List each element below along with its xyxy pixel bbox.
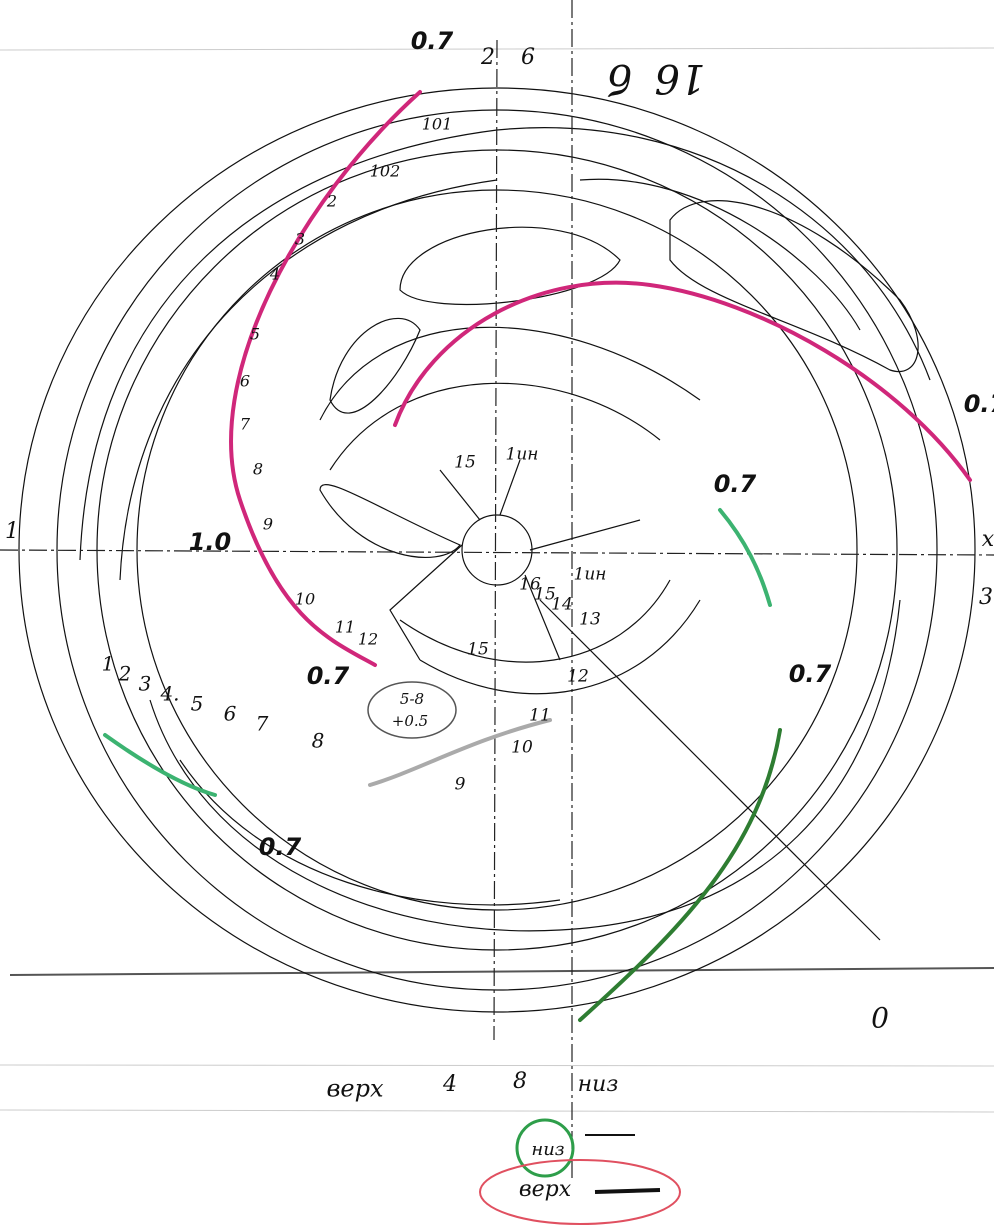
section-number: 1ин (574, 565, 607, 585)
section-number: 11 (529, 706, 551, 726)
labels: б16261x3480.70.70.70.70.70.71.0101102234… (5, 27, 994, 1202)
section-number: 11 (335, 618, 355, 637)
header-mark: б (607, 55, 632, 101)
section-number: 7 (240, 415, 251, 434)
section-number: 10 (295, 590, 315, 609)
section-number: 13 (579, 610, 601, 630)
section-number: 12 (567, 667, 589, 687)
section-number: 6 (224, 702, 237, 726)
thickness-label: 1.0 (189, 528, 232, 556)
axis-label: 2 (480, 45, 495, 70)
section-number: 1ин (506, 445, 539, 465)
axes (0, 0, 994, 1180)
legend-label: низ (531, 1139, 564, 1160)
section-number: 15 (467, 640, 489, 660)
section-number: 102 (370, 162, 401, 181)
bottom-label: низ (578, 1072, 619, 1097)
thickness-label: 0.7 (789, 660, 832, 688)
section-number: 2 (326, 192, 337, 211)
section-number: 4 (269, 265, 280, 284)
axis-label: 1 (5, 519, 19, 544)
section-number: 2 (118, 662, 132, 686)
axis-label: 4 (442, 1072, 457, 1097)
section-number: 6 (240, 372, 250, 391)
corner-mark: 0 (871, 1002, 889, 1035)
thickness-label: 0.7 (964, 390, 994, 418)
axis-label: 6 (521, 45, 535, 70)
bottom-label: верх (326, 1075, 384, 1103)
section-number: 15 (454, 453, 476, 473)
section-number: 8 (312, 729, 325, 753)
drawing: б16261x3480.70.70.70.70.70.71.0101102234… (0, 0, 994, 1229)
section-number: 5 (250, 325, 260, 344)
section-number: 7 (256, 712, 269, 736)
section-number: 14 (551, 595, 573, 615)
section-number: 3 (295, 230, 305, 249)
axis-label: x (982, 527, 994, 552)
axis-label: 8 (513, 1069, 527, 1094)
thickness-label: 0.7 (714, 470, 757, 498)
legend-marks (368, 682, 680, 1224)
section-number: 1 (102, 652, 115, 676)
section-number: 101 (422, 115, 453, 134)
note: +0.5 (392, 712, 428, 730)
section-number: 8 (253, 460, 263, 479)
legend-label: верх (519, 1177, 572, 1202)
section-number: 9 (455, 775, 466, 795)
note: 5-8 (400, 690, 424, 708)
section-number: 12 (358, 630, 378, 649)
section-number: 5 (191, 692, 204, 716)
section-number: 3 (139, 672, 152, 696)
thickness-label: 0.7 (259, 833, 302, 861)
section-number: 4. (159, 682, 179, 706)
section-number: 9 (263, 515, 273, 534)
axis-label: 3 (979, 585, 993, 610)
thickness-label: 0.7 (411, 27, 454, 55)
section-number: 10 (511, 738, 533, 758)
header-mark: 16 (655, 55, 706, 101)
thickness-label: 0.7 (307, 662, 350, 690)
